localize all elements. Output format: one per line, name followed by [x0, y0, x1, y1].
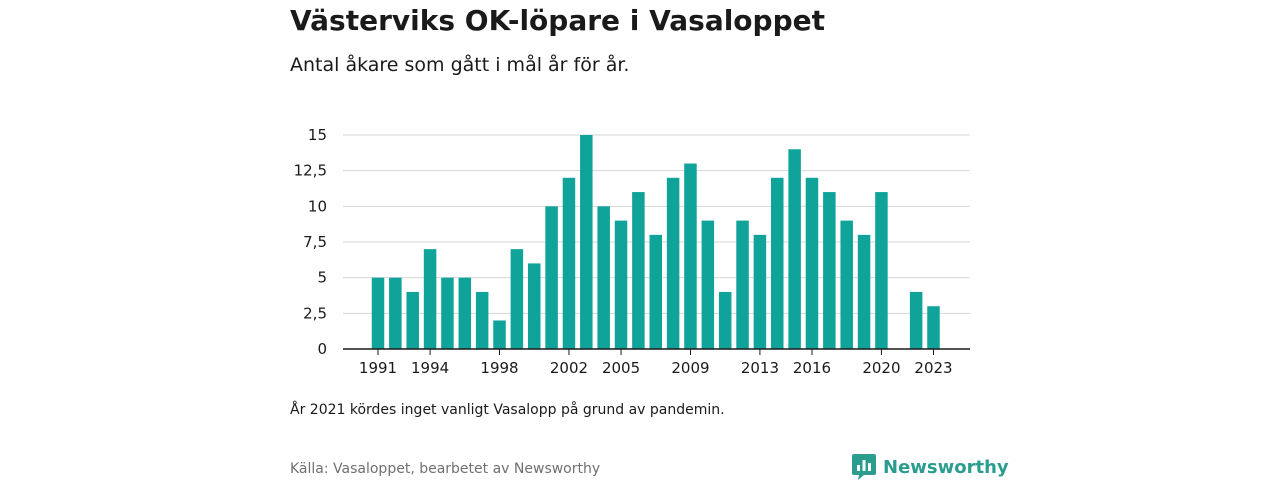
x-tick-label: 2023 — [914, 359, 952, 377]
bar-2005 — [614, 220, 628, 349]
bar-2000 — [527, 263, 541, 349]
axes: 0 2,5 5 7,5 10 12,5 15 1991 1994 1998 2002 2005 2009… — [294, 126, 970, 377]
bar-2017 — [823, 192, 836, 349]
y-tick-label: 0 — [317, 340, 327, 358]
bar-2019 — [857, 234, 871, 349]
y-tick-label: 7,5 — [303, 233, 327, 251]
bar-2007 — [649, 234, 662, 349]
bar-2001 — [545, 206, 558, 349]
bar-2012 — [736, 220, 749, 349]
bar-2014 — [771, 177, 784, 349]
bar-2006 — [632, 192, 645, 349]
x-tick-label: 2002 — [550, 359, 588, 377]
y-tick-label: 12,5 — [294, 162, 327, 180]
bar-chart: 0 2,5 5 7,5 10 12,5 15 1991 1994 1998 2002 2005 2009… — [294, 126, 970, 377]
bar-1999 — [510, 249, 524, 349]
chart-note: År 2021 kördes inget vanligt Vasalopp på… — [290, 402, 725, 418]
bar-2022 — [909, 291, 923, 349]
bar-2003 — [580, 135, 593, 349]
bar-1995 — [441, 277, 454, 349]
chart-title: Västerviks OK-löpare i Vasaloppet — [290, 4, 826, 37]
bar-2020 — [875, 192, 888, 349]
bars — [371, 135, 940, 349]
bar-2004 — [597, 206, 610, 349]
bar-1998 — [493, 320, 506, 349]
bar-1993 — [406, 291, 419, 349]
bar-1991 — [371, 277, 385, 349]
chart-subtitle: Antal åkare som gått i mål år för år. — [290, 54, 630, 76]
bar-2011 — [718, 291, 732, 349]
bar-2010 — [701, 220, 715, 349]
x-tick-label: 2005 — [602, 359, 640, 377]
x-tick-label: 1998 — [480, 359, 518, 377]
bar-2015 — [788, 149, 801, 349]
x-tick-label: 2016 — [793, 359, 831, 377]
bar-1996 — [458, 277, 472, 349]
bar-2008 — [666, 177, 680, 349]
bar-2013 — [753, 234, 767, 349]
x-tick-label: 1994 — [411, 359, 449, 377]
y-tick-label: 10 — [308, 197, 327, 215]
x-tick-label: 2020 — [862, 359, 900, 377]
newsworthy-brand[interactable]: Newsworthy — [852, 454, 1009, 480]
newsworthy-logo-icon — [852, 454, 876, 480]
x-tick-label: 2009 — [671, 359, 709, 377]
bar-2002 — [562, 177, 576, 349]
x-tick-label: 2013 — [741, 359, 779, 377]
y-tick-label: 5 — [317, 269, 327, 287]
bar-1997 — [475, 291, 489, 349]
x-tick-label: 1991 — [359, 359, 397, 377]
bar-1994 — [423, 249, 437, 349]
bar-2016 — [805, 177, 819, 349]
source-text: Källa: Vasaloppet, bearbetet av Newswort… — [290, 461, 601, 477]
bar-1992 — [389, 277, 402, 349]
bar-2018 — [840, 220, 853, 349]
y-tick-label: 2,5 — [303, 304, 327, 322]
bar-2023 — [927, 306, 940, 349]
y-tick-label: 15 — [308, 126, 327, 144]
brand-name: Newsworthy — [883, 456, 1009, 478]
bar-2009 — [684, 163, 697, 349]
